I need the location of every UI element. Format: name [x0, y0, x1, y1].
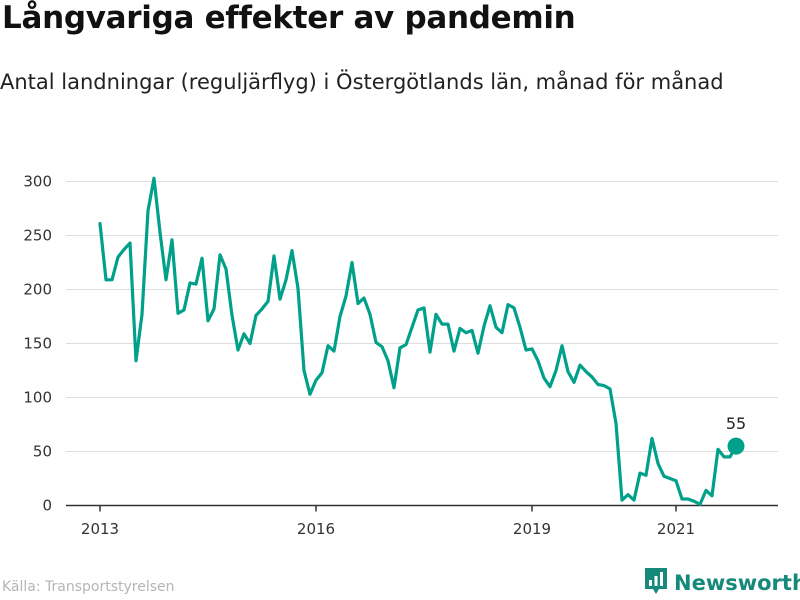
y-tick-label: 50: [33, 443, 52, 461]
x-tick-label: 2021: [657, 520, 695, 538]
brand-logo[interactable]: Newsworthy: [644, 568, 800, 598]
grid-lines: [66, 181, 778, 507]
y-tick-label: 300: [23, 173, 52, 191]
last-value-label: 55: [726, 414, 746, 433]
series-line: [98, 176, 738, 506]
chart-title: Långvariga effekter av pandemin: [2, 0, 576, 36]
last-value-point: [727, 437, 745, 455]
y-tick-label: 200: [23, 281, 52, 299]
series-layer: 55: [98, 176, 746, 506]
y-tick-label: 150: [23, 335, 52, 353]
chart-subtitle: Antal landningar (reguljärflyg) i Österg…: [0, 70, 724, 94]
brand-name: Newsworthy: [674, 571, 800, 595]
y-tick-label: 100: [23, 389, 52, 407]
x-tick-label: 2016: [297, 520, 335, 538]
x-tick-label: 2019: [513, 520, 551, 538]
bar-chart-icon: [644, 567, 668, 599]
y-tick-label: 250: [23, 227, 52, 245]
y-tick-label: 0: [42, 497, 52, 515]
y-axis-ticks: 0 50 100 150 200 250 300: [23, 173, 52, 515]
x-tick-label: 2013: [81, 520, 119, 538]
x-axis-ticks: 2013 2016 2019 2021: [81, 505, 695, 538]
source-note: Källa: Transportstyrelsen: [2, 579, 175, 595]
